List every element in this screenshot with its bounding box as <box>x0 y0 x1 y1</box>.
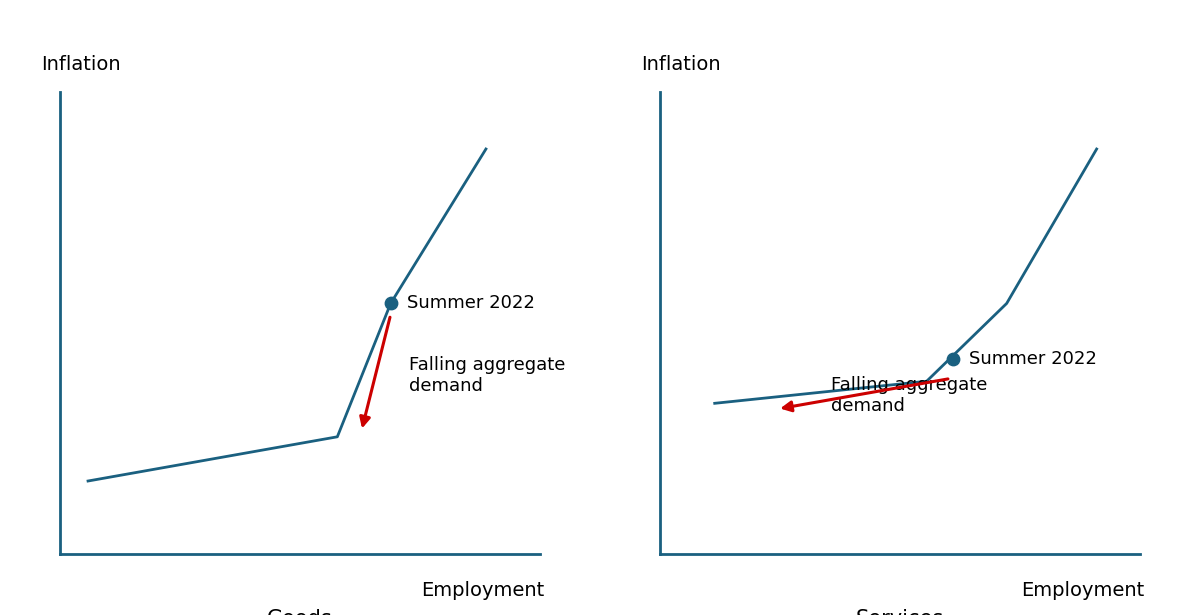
Text: Goods: Goods <box>268 609 332 615</box>
Text: Inflation: Inflation <box>41 55 120 74</box>
Text: Summer 2022: Summer 2022 <box>970 350 1097 368</box>
Text: Employment: Employment <box>1021 581 1145 600</box>
Point <box>382 298 401 308</box>
Text: Employment: Employment <box>421 581 545 600</box>
Text: Summer 2022: Summer 2022 <box>407 295 534 312</box>
Point <box>943 354 962 364</box>
Text: Inflation: Inflation <box>641 55 720 74</box>
Text: Falling aggregate
demand: Falling aggregate demand <box>409 356 565 395</box>
Text: Services: Services <box>856 609 944 615</box>
Text: Falling aggregate
demand: Falling aggregate demand <box>830 376 988 415</box>
